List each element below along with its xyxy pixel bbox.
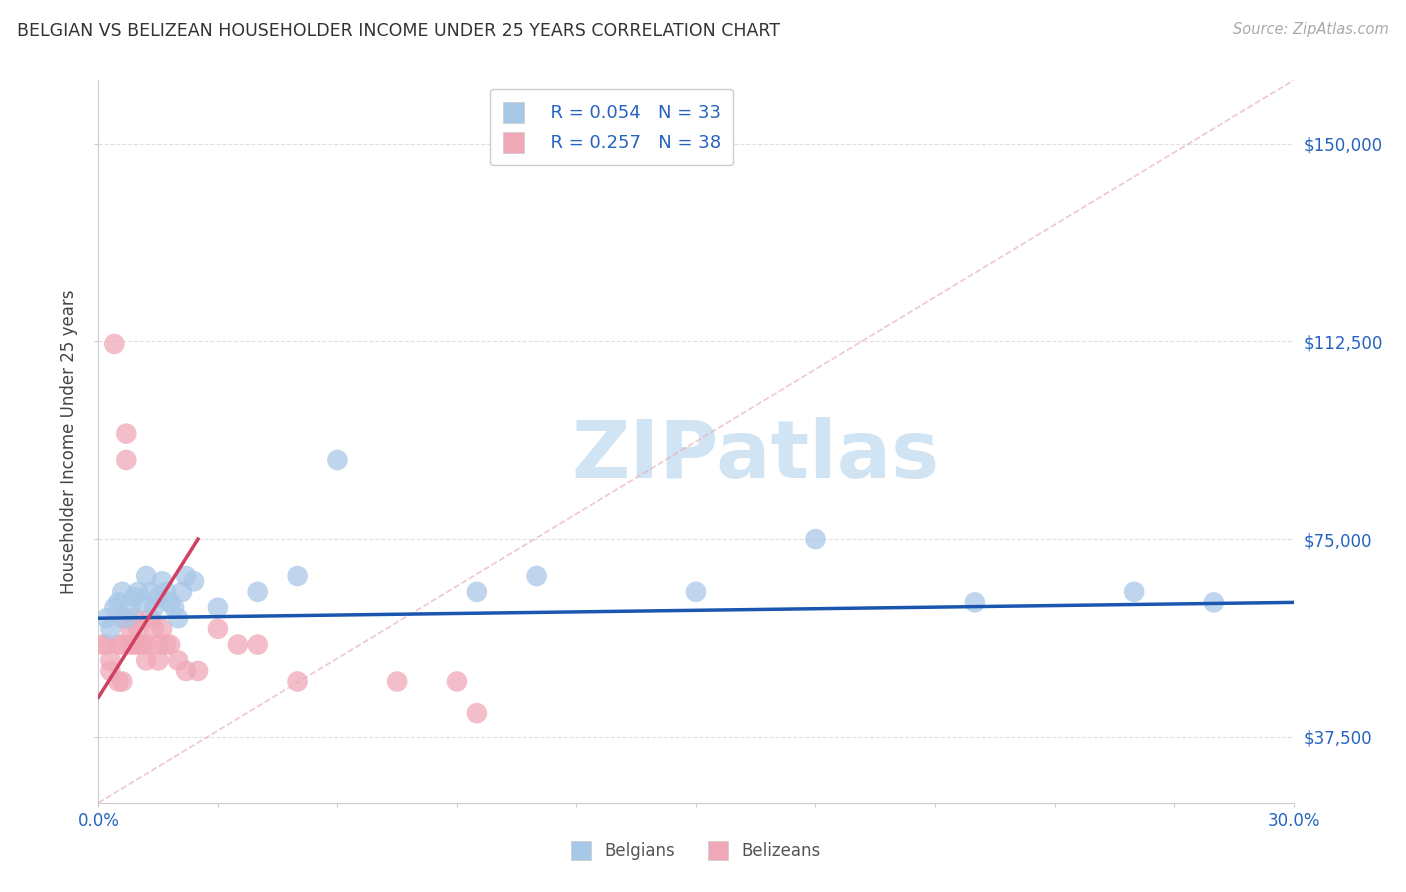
Point [155,585,177,599]
Point [127,585,149,599]
Point [91,638,114,652]
Point [98,664,122,678]
Point [226,638,249,652]
Legend: Belgians, Belizeans: Belgians, Belizeans [564,834,828,867]
Point [115,611,138,625]
Text: ZIPatlas: ZIPatlas [572,417,939,495]
Point [111,585,134,599]
Point [465,585,488,599]
Point [287,674,309,689]
Point [1202,595,1225,609]
Point [155,638,177,652]
Point [127,622,149,636]
Point [115,426,138,441]
Point [107,674,129,689]
Point [115,453,138,467]
Point [246,585,269,599]
Point [120,638,142,652]
Point [385,674,409,689]
Text: Source: ZipAtlas.com: Source: ZipAtlas.com [1233,22,1389,37]
Point [287,569,309,583]
Point [135,569,157,583]
Point [326,453,349,467]
Point [526,569,548,583]
Point [172,585,194,599]
Point [150,622,173,636]
Point [139,611,162,625]
Point [167,653,190,667]
Point [187,664,209,678]
Point [150,574,173,589]
Point [124,611,146,625]
Point [207,600,229,615]
Point [96,638,118,652]
Point [246,638,269,652]
Point [111,611,134,625]
Point [446,674,468,689]
Point [148,653,170,667]
Point [174,569,197,583]
Point [685,585,707,599]
Point [159,638,181,652]
Point [167,611,190,625]
Point [111,638,134,652]
Point [96,611,118,625]
Point [103,337,125,351]
Point [124,638,146,652]
Point [98,622,122,636]
Point [107,638,129,652]
Point [207,622,229,636]
Point [131,595,153,609]
Point [174,664,197,678]
Point [163,600,186,615]
Point [120,622,142,636]
Point [98,653,122,667]
Point [127,638,149,652]
Point [143,600,166,615]
Point [159,595,181,609]
Point [183,574,205,589]
Point [135,653,157,667]
Point [135,638,157,652]
Point [111,674,134,689]
Point [103,600,125,615]
Point [148,638,170,652]
Y-axis label: Householder Income Under 25 years: Householder Income Under 25 years [60,289,79,594]
Point [465,706,488,720]
Point [120,600,142,615]
Point [139,585,162,599]
Point [148,590,170,604]
Point [963,595,986,609]
Point [107,595,129,609]
Text: BELGIAN VS BELIZEAN HOUSEHOLDER INCOME UNDER 25 YEARS CORRELATION CHART: BELGIAN VS BELIZEAN HOUSEHOLDER INCOME U… [17,22,780,40]
Point [804,532,827,546]
Point [143,622,166,636]
Point [1123,585,1146,599]
Point [124,590,146,604]
Point [131,638,153,652]
